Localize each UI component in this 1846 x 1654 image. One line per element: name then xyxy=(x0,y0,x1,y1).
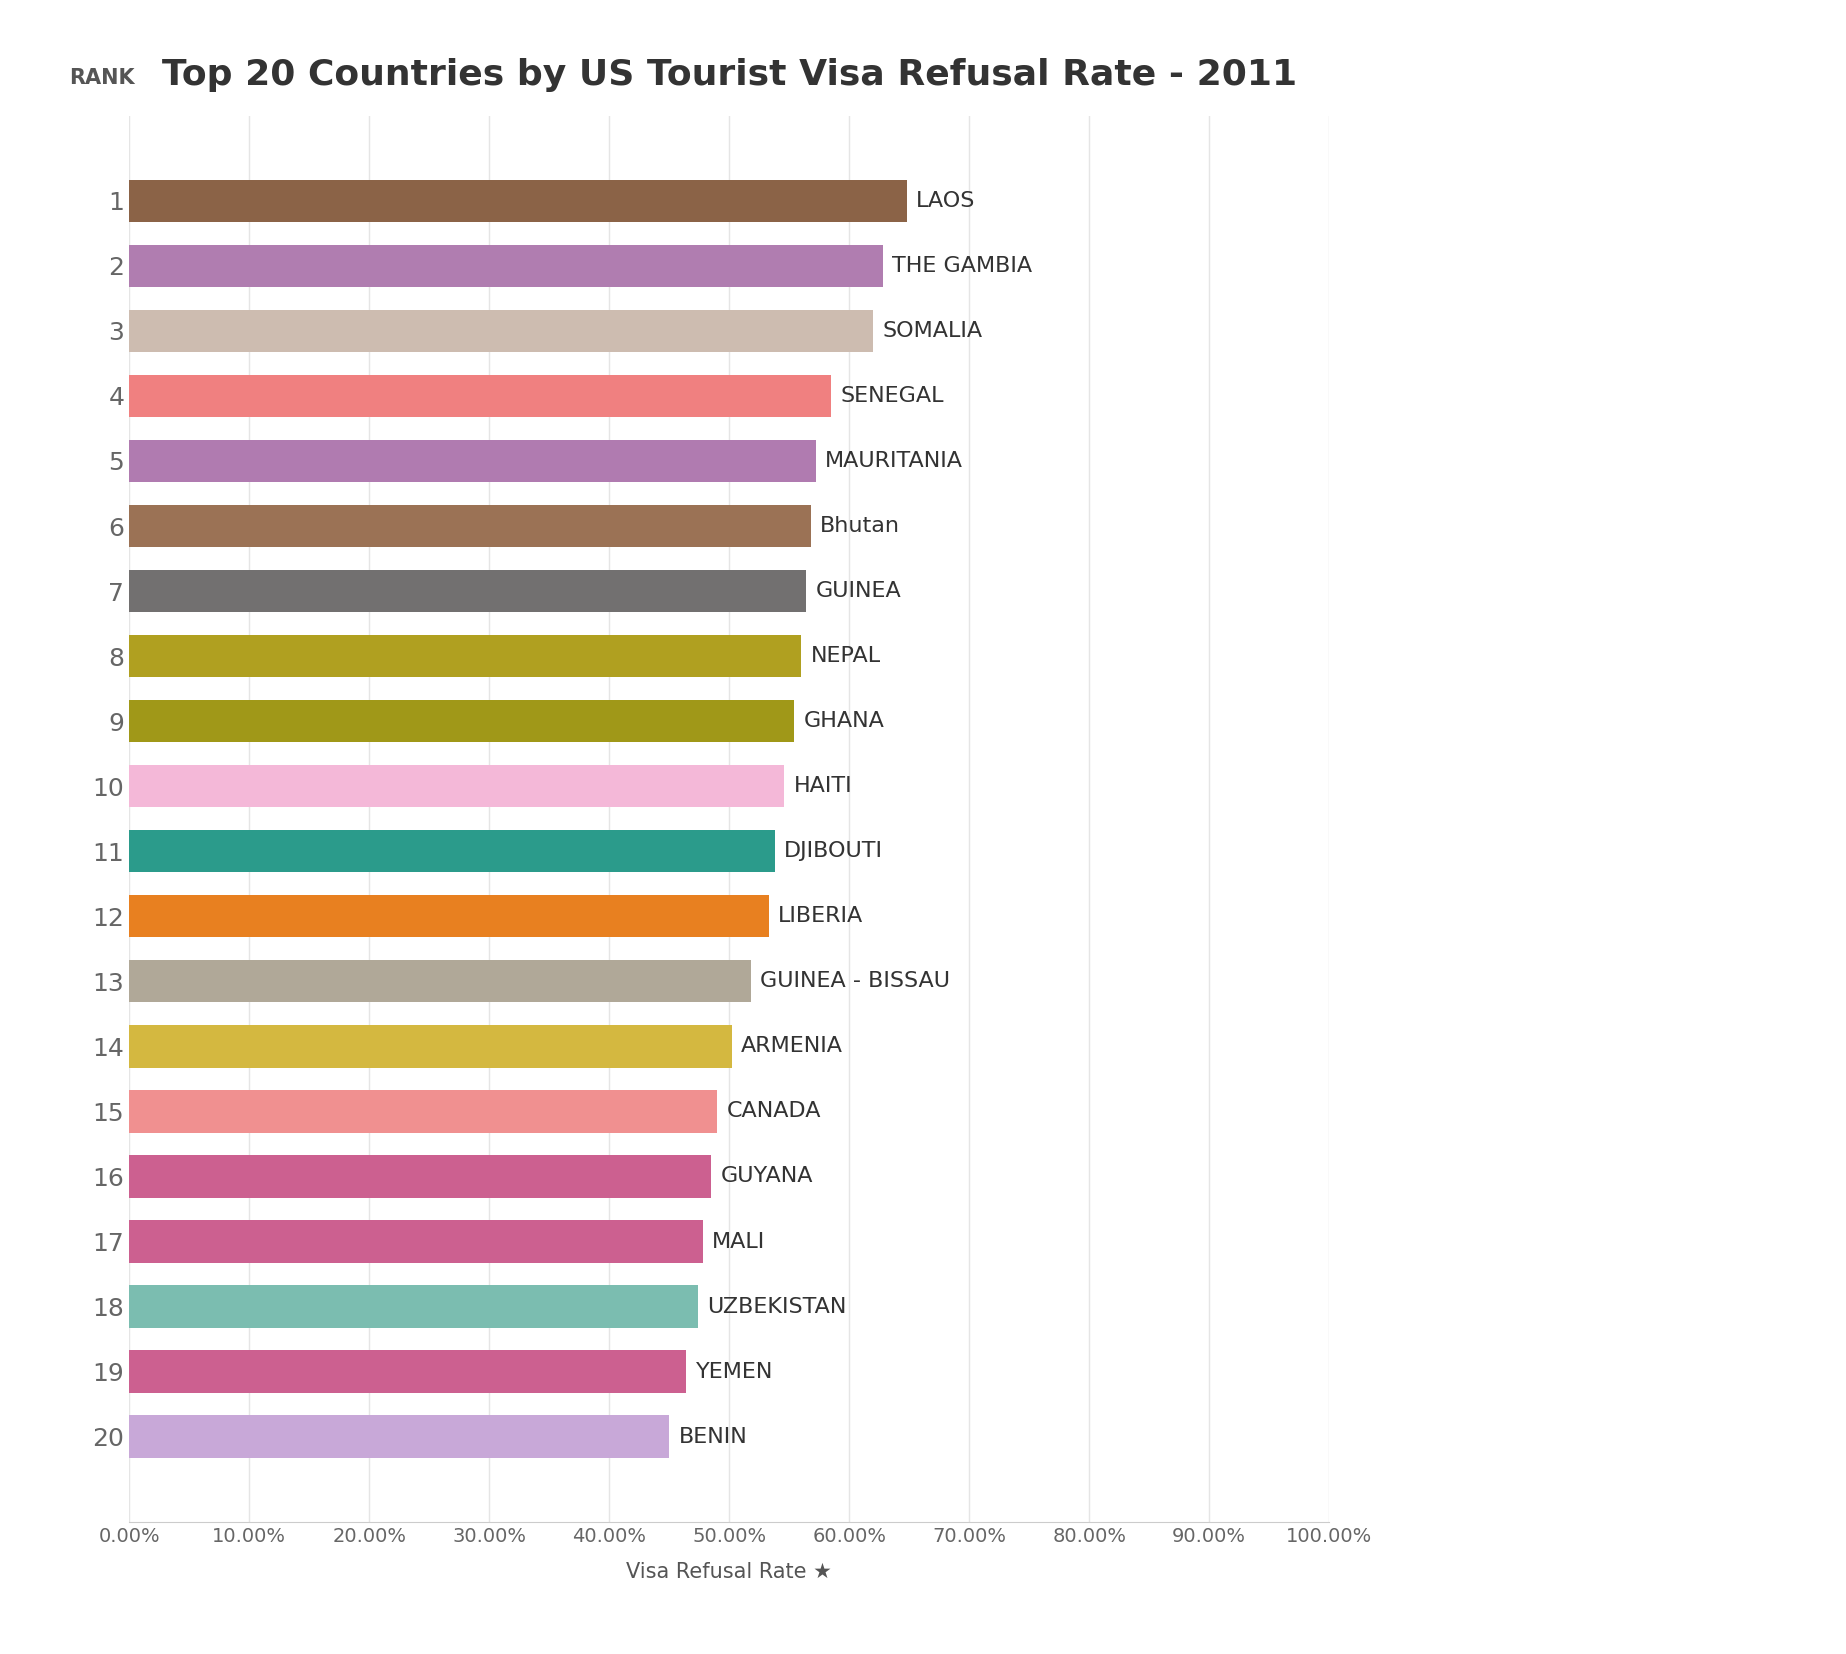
Text: MALI: MALI xyxy=(713,1232,766,1252)
Text: LAOS: LAOS xyxy=(916,190,977,210)
Bar xyxy=(129,571,807,612)
Text: HAITI: HAITI xyxy=(794,776,853,796)
Text: SENEGAL: SENEGAL xyxy=(840,385,945,405)
Bar xyxy=(129,504,810,547)
Bar xyxy=(129,1090,716,1133)
Bar xyxy=(129,635,801,676)
Title: Top 20 Countries by US Tourist Visa Refusal Rate - 2011: Top 20 Countries by US Tourist Visa Refu… xyxy=(162,58,1296,93)
Bar xyxy=(129,1221,703,1262)
Text: GUYANA: GUYANA xyxy=(720,1166,814,1186)
Text: THE GAMBIA: THE GAMBIA xyxy=(892,256,1032,276)
Bar xyxy=(129,961,751,1002)
Text: Bhutan: Bhutan xyxy=(820,516,901,536)
Text: NEPAL: NEPAL xyxy=(810,647,881,667)
Text: CANADA: CANADA xyxy=(727,1102,821,1121)
Text: SOMALIA: SOMALIA xyxy=(882,321,982,341)
Bar xyxy=(129,895,768,938)
Bar xyxy=(129,180,906,222)
Bar xyxy=(129,375,831,417)
Text: GHANA: GHANA xyxy=(803,711,884,731)
Text: UZBEKISTAN: UZBEKISTAN xyxy=(707,1297,847,1317)
Text: ARMENIA: ARMENIA xyxy=(740,1037,844,1057)
Bar xyxy=(129,1025,731,1067)
Text: BENIN: BENIN xyxy=(679,1427,748,1447)
Bar xyxy=(129,700,794,743)
Text: GUINEA - BISSAU: GUINEA - BISSAU xyxy=(761,971,951,991)
Bar xyxy=(129,309,873,352)
Text: MAURITANIA: MAURITANIA xyxy=(825,452,964,471)
Bar xyxy=(129,245,882,288)
Text: LIBERIA: LIBERIA xyxy=(779,906,864,926)
X-axis label: Visa Refusal Rate ★: Visa Refusal Rate ★ xyxy=(626,1563,833,1583)
Bar xyxy=(129,830,775,872)
Text: YEMEN: YEMEN xyxy=(696,1361,773,1381)
Bar xyxy=(129,1416,668,1457)
Bar xyxy=(129,1285,698,1328)
Text: RANK: RANK xyxy=(68,68,135,88)
Text: GUINEA: GUINEA xyxy=(816,581,901,600)
Bar xyxy=(129,766,785,807)
Bar xyxy=(129,1156,711,1197)
Bar xyxy=(129,440,816,481)
Bar xyxy=(129,1350,687,1393)
Text: DJIBOUTI: DJIBOUTI xyxy=(785,842,884,862)
